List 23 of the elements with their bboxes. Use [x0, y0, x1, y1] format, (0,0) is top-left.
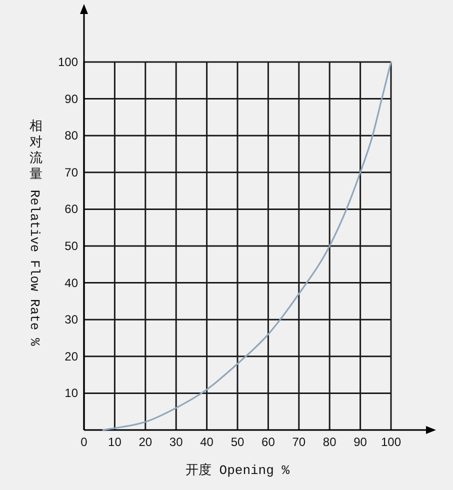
y-tick-label: 70	[64, 165, 78, 180]
x-tick-label: 60	[262, 435, 276, 449]
x-tick-label: 10	[108, 435, 122, 449]
x-tick-label: 30	[169, 435, 184, 449]
x-tick-label: 90	[354, 435, 368, 449]
x-tick-label: 70	[292, 435, 306, 449]
y-tick-label: 80	[64, 128, 78, 143]
y-tick-label: 30	[64, 312, 78, 327]
x-axis-title: 开度 Opening %	[185, 462, 290, 478]
x-tick-label: 50	[230, 435, 244, 449]
y-tick-label: 10	[64, 386, 78, 400]
x-tick-label: 80	[322, 435, 337, 449]
x-tick-label: 40	[200, 435, 214, 449]
x-tick-label: 0	[80, 435, 88, 449]
y-tick-label: 20	[64, 349, 78, 364]
y-tick-label: 60	[64, 202, 78, 216]
y-tick-label: 50	[64, 239, 78, 253]
x-tick-label: 100	[380, 435, 402, 449]
y-tick-label: 100	[58, 55, 78, 69]
y-axis-title: 相对流量 Relative Flow Rate %	[27, 119, 42, 346]
y-tick-label: 40	[64, 276, 78, 290]
y-tick-label: 90	[64, 92, 78, 106]
x-tick-label: 20	[138, 435, 152, 449]
